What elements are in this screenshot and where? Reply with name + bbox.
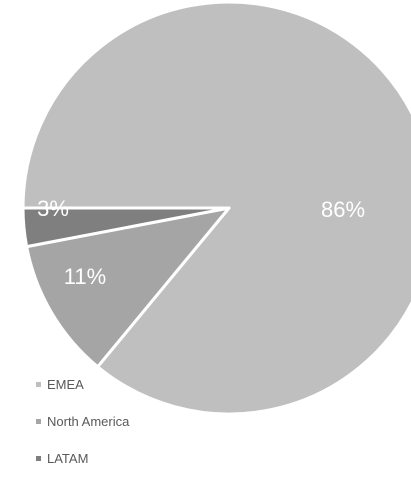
legend-swatch-latam [36,455,41,461]
legend: EMEA North America LATAM [36,376,129,487]
data-label-latam: 3% [37,196,69,221]
legend-label-emea: EMEA [47,376,84,392]
data-label-north-america: 11% [64,264,106,289]
legend-item-latam: LATAM [36,450,129,466]
pie-slice-north-america [25,206,231,369]
legend-label-north-america: North America [47,413,130,429]
data-label-emea: 86% [321,197,365,222]
legend-label-latam: LATAM [47,450,89,466]
pie-slices [21,0,411,416]
pie-slice-latam [21,206,231,249]
legend-swatch-north-america [36,418,41,424]
pie-slice-emea [21,0,411,416]
legend-swatch-emea [36,381,41,387]
legend-item-north-america: North America [36,413,129,429]
legend-item-emea: EMEA [36,376,129,392]
pie-data-labels: 86% 11% 3% [37,196,365,289]
